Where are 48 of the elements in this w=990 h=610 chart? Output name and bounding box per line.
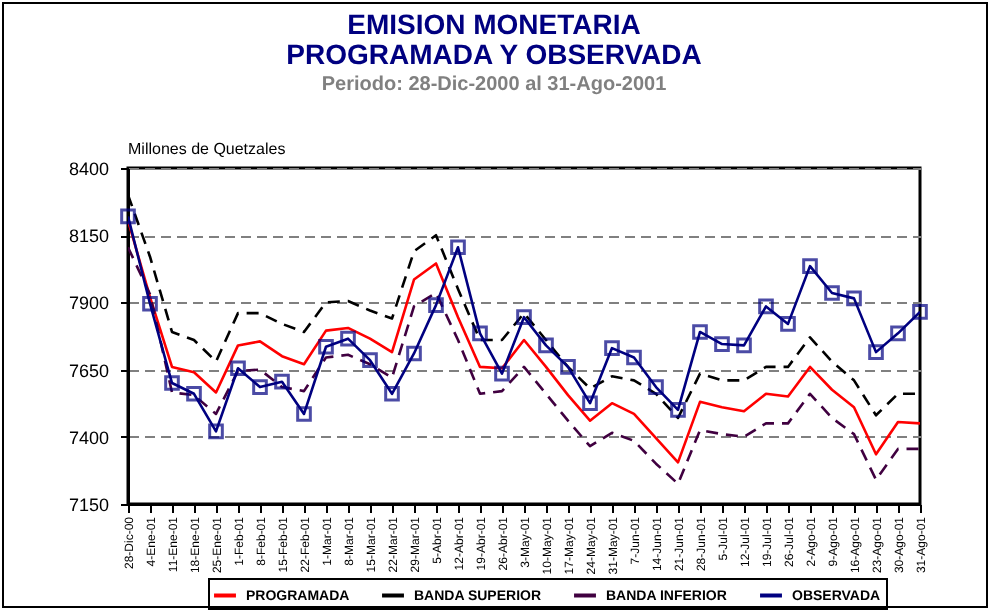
point xyxy=(846,290,862,307)
y-tick-label: 8150 xyxy=(68,226,109,247)
point xyxy=(494,365,510,382)
y-tick-label: 7650 xyxy=(68,360,109,381)
point xyxy=(868,344,884,360)
point xyxy=(516,309,532,326)
point xyxy=(692,324,708,340)
point xyxy=(472,325,488,342)
point xyxy=(186,385,202,402)
point xyxy=(758,298,774,315)
point xyxy=(406,345,422,362)
point xyxy=(582,395,598,412)
point xyxy=(670,402,686,418)
point xyxy=(626,349,642,366)
point xyxy=(802,258,818,274)
point xyxy=(208,423,224,440)
point xyxy=(318,338,334,355)
point xyxy=(252,379,268,395)
point xyxy=(274,373,290,390)
text: EMISION MONETARIA xyxy=(347,8,641,40)
point xyxy=(890,325,906,342)
text: PROGRAMADA Y OBSERVADA xyxy=(286,38,702,70)
point xyxy=(428,297,444,313)
point xyxy=(780,316,796,332)
y-tick-label: 7150 xyxy=(68,495,109,515)
point xyxy=(736,337,752,354)
point xyxy=(340,330,356,347)
point xyxy=(824,285,840,301)
point xyxy=(450,239,466,256)
point xyxy=(142,295,158,312)
point xyxy=(296,406,312,422)
point xyxy=(560,359,576,375)
point xyxy=(604,340,620,356)
point xyxy=(538,337,554,354)
y-tick-label: 7400 xyxy=(68,427,109,448)
line-series xyxy=(128,246,920,486)
y-tick-label: 8400 xyxy=(68,159,109,179)
point xyxy=(714,336,730,352)
point xyxy=(230,360,246,377)
point xyxy=(384,385,400,402)
chart-subtitle: Periodo: 28-Dic-2000 al 31-Ago-2001 xyxy=(321,74,668,96)
point xyxy=(648,379,664,395)
point xyxy=(912,303,928,320)
point xyxy=(362,352,378,369)
y-axis-title: Millones de Quetzales xyxy=(128,140,286,158)
point xyxy=(164,375,180,391)
point xyxy=(120,208,136,225)
y-tick-label: 7900 xyxy=(68,293,109,314)
